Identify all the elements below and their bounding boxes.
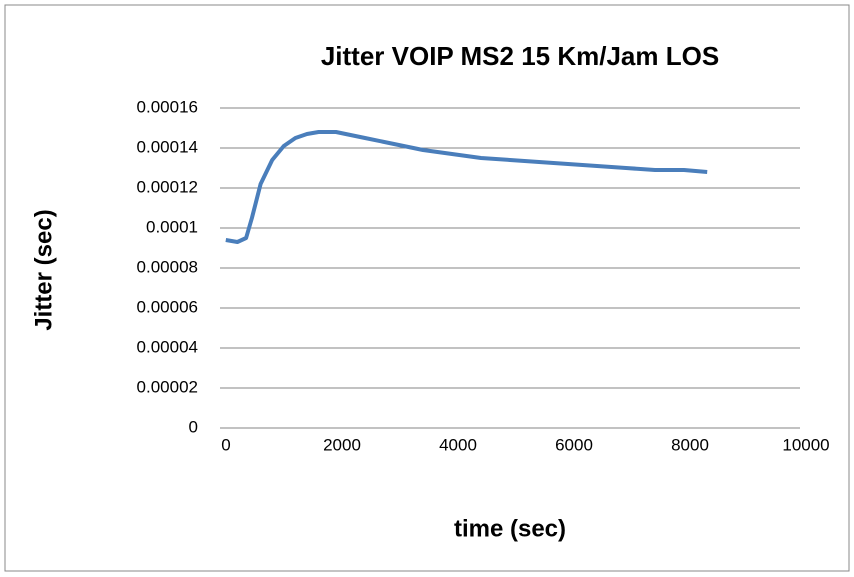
y-axis-label: Jitter (sec): [30, 209, 57, 330]
x-tick-label: 8000: [671, 435, 709, 454]
y-tick-label: 0: [189, 417, 198, 436]
chart-title: Jitter VOIP MS2 15 Km/Jam LOS: [321, 41, 719, 71]
y-tick-label: 0.00002: [137, 377, 198, 396]
x-tick-label: 6000: [555, 435, 593, 454]
x-tick-label: 10000: [782, 435, 829, 454]
y-tick-label: 0.00014: [137, 137, 198, 156]
x-tick-label: 4000: [439, 435, 477, 454]
y-tick-label: 0.00004: [137, 337, 198, 356]
chart-frame: [4, 4, 850, 572]
y-tick-label: 0.0001: [146, 217, 198, 236]
y-tick-label: 0.00008: [137, 257, 198, 276]
data-line: [225, 130, 708, 244]
y-tick-label: 0.00016: [137, 97, 198, 116]
y-tick-label: 0.00006: [137, 297, 198, 316]
x-axis-label: time (sec): [454, 515, 566, 542]
x-tick-label: 0: [221, 435, 230, 454]
y-tick-label: 0.00012: [137, 177, 198, 196]
x-tick-label: 2000: [323, 435, 361, 454]
